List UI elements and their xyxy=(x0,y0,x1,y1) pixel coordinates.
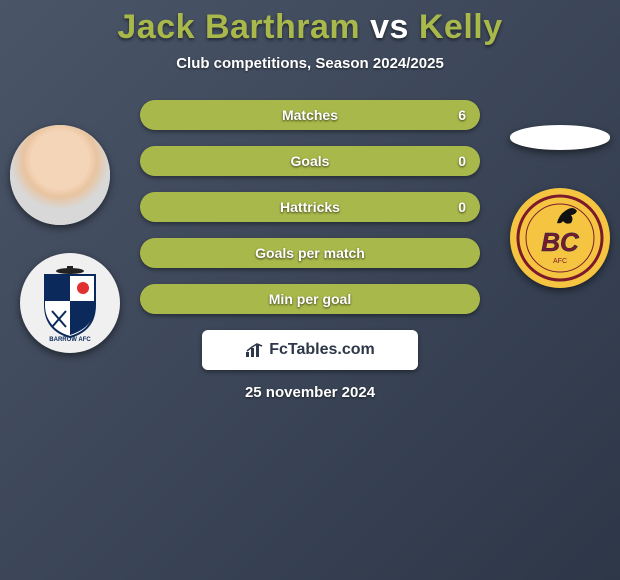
stat-label: Min per goal xyxy=(269,291,351,307)
stats-area: Matches 6 Goals 0 Hattricks 0 Goals per match M… xyxy=(140,100,480,314)
date: 25 november 2024 xyxy=(0,384,620,401)
comparison-title: Jack Barthram vs Kelly xyxy=(0,8,620,47)
stat-value-right: 0 xyxy=(458,153,466,169)
subtitle: Club competitions, Season 2024/2025 xyxy=(0,55,620,72)
svg-text:AFC: AFC xyxy=(553,258,567,265)
barrow-crest-icon: BARROW AFC xyxy=(30,263,110,343)
stat-bar: Min per goal xyxy=(140,284,480,314)
stat-label: Hattricks xyxy=(280,199,340,215)
stat-bar: Hattricks 0 xyxy=(140,192,480,222)
svg-text:BC: BC xyxy=(541,227,580,257)
chart-icon xyxy=(245,342,265,358)
player2-name: Kelly xyxy=(419,8,503,46)
bc-crest-icon: BC AFC xyxy=(515,193,605,283)
stat-label: Matches xyxy=(282,107,338,123)
player2-avatar xyxy=(510,125,610,150)
logo-text: FcTables.com xyxy=(269,341,375,359)
stat-bar: Goals 0 xyxy=(140,146,480,176)
stat-value-right: 0 xyxy=(458,199,466,215)
stat-bar: Goals per match xyxy=(140,238,480,268)
stat-label: Goals xyxy=(291,153,330,169)
club-badge-right: BC AFC xyxy=(510,188,610,288)
player1-avatar xyxy=(10,125,110,225)
club-badge-left: BARROW AFC xyxy=(20,253,120,353)
player1-name: Jack Barthram xyxy=(117,8,360,46)
svg-text:BARROW AFC: BARROW AFC xyxy=(49,337,91,343)
stat-label: Goals per match xyxy=(255,245,365,261)
site-logo: FcTables.com xyxy=(202,330,418,370)
stat-bar: Matches 6 xyxy=(140,100,480,130)
stat-value-right: 6 xyxy=(458,107,466,123)
vs-text: vs xyxy=(370,8,409,46)
